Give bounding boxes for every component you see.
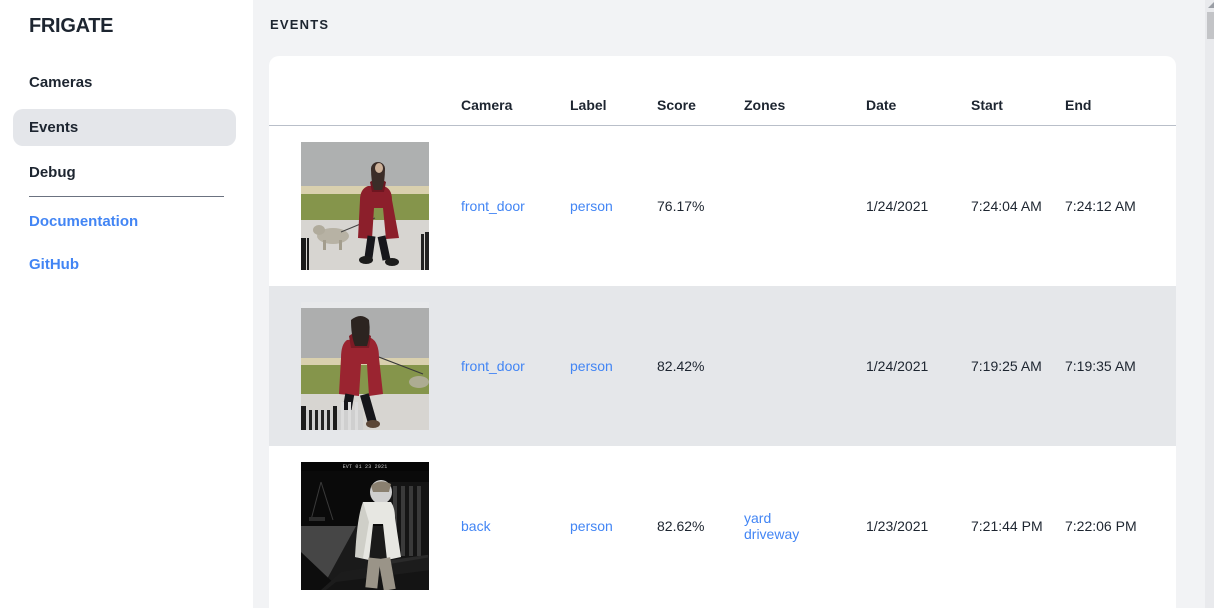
svg-text:EVT 01 23 2021: EVT 01 23 2021 [343, 464, 388, 470]
